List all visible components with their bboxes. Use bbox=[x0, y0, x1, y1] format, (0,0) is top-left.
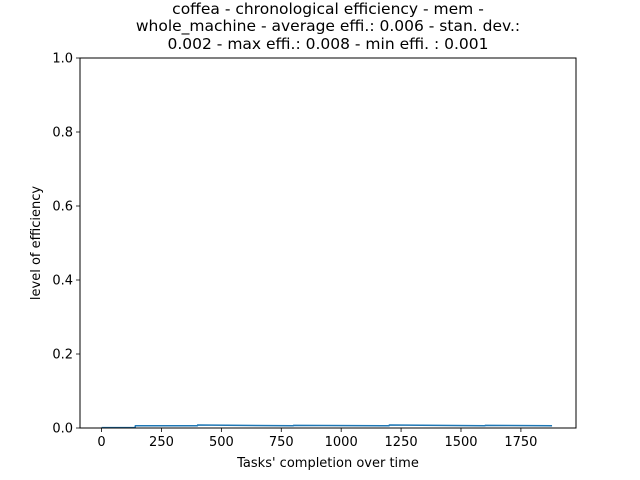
y-tick-label: 0.0 bbox=[52, 422, 73, 437]
x-tick-label: 1000 bbox=[325, 435, 358, 450]
y-tick-label: 0.4 bbox=[52, 274, 73, 289]
x-tick-label: 0 bbox=[97, 435, 105, 450]
x-tick-label: 250 bbox=[149, 435, 174, 450]
x-axis-label: Tasks' completion over time bbox=[236, 456, 419, 471]
chart-title-line-1: coffea - chronological efficiency - mem … bbox=[172, 0, 484, 18]
y-tick-label: 0.8 bbox=[52, 126, 73, 141]
x-tick-label: 1250 bbox=[385, 435, 418, 450]
plot-frame bbox=[79, 57, 577, 429]
series-line-0 bbox=[101, 424, 553, 429]
y-tick-label: 1.0 bbox=[52, 52, 73, 67]
x-tick-label: 500 bbox=[209, 435, 234, 450]
chart-title-line-3: 0.002 - max effi.: 0.008 - min effi. : 0… bbox=[168, 35, 489, 53]
chart-title-line-2: whole_machine - average effi.: 0.006 - s… bbox=[136, 17, 520, 36]
x-tick-label: 1500 bbox=[444, 435, 477, 450]
y-axis-label: level of efficiency bbox=[29, 186, 44, 300]
x-tick-label: 750 bbox=[269, 435, 294, 450]
y-tick-label: 0.6 bbox=[52, 200, 73, 215]
x-tick-label: 1750 bbox=[504, 435, 537, 450]
plot-area: 0 250 500 750 1000 1250 1500 1750 0.0 0.2 0.4 0.6 0.… bbox=[52, 52, 577, 450]
y-tick-label: 0.2 bbox=[52, 348, 73, 363]
chart-title: coffea - chronological efficiency - mem … bbox=[136, 0, 520, 53]
